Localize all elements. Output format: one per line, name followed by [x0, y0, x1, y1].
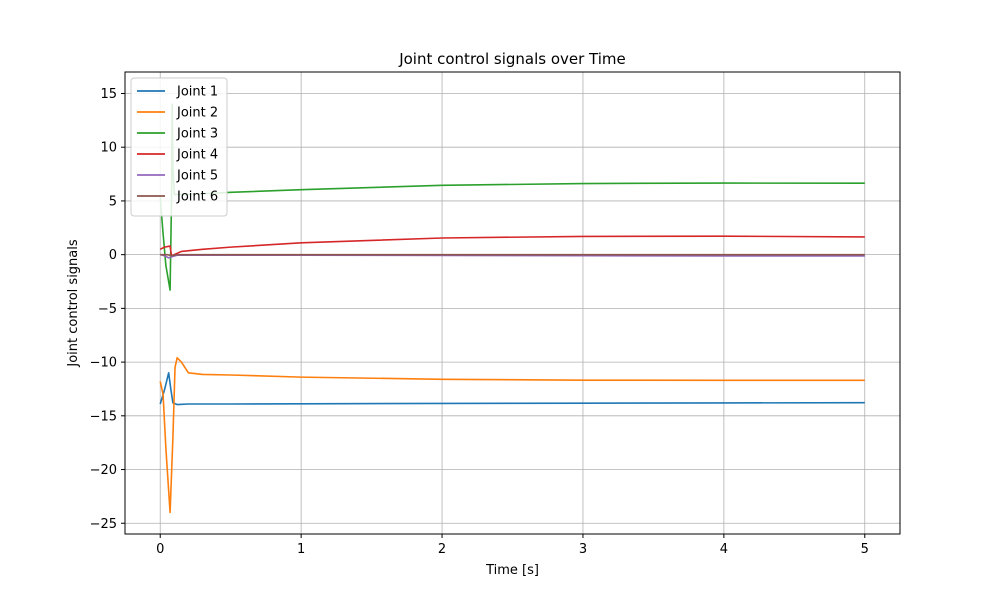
y-axis: −25 −20 −15 −10 −5 0 5 10 15 — [90, 87, 125, 532]
y-tick-label: −5 — [98, 302, 117, 317]
legend-label-joint-2: Joint 2 — [176, 106, 218, 121]
x-tick-label: 1 — [297, 542, 305, 557]
legend-label-joint-6: Joint 6 — [176, 190, 218, 205]
series-line-joint-4 — [159, 235, 865, 257]
grid — [125, 72, 900, 534]
series-line-joint-1 — [159, 372, 865, 406]
y-tick-label: −25 — [90, 517, 117, 532]
x-axis-label: Time [s] — [485, 563, 539, 578]
y-tick-label: 10 — [100, 141, 117, 156]
x-axis: 0 1 2 3 4 5 — [156, 534, 869, 557]
x-tick-label: 4 — [720, 542, 728, 557]
legend: Joint 1 Joint 2 Joint 3 Joint 4 Joint 5 Joint… — [130, 77, 228, 217]
series-line-joint-6 — [160, 253, 865, 257]
series-line-joint-2 — [159, 357, 865, 514]
y-tick-label: 0 — [109, 248, 117, 263]
legend-label-joint-3: Joint 3 — [176, 127, 218, 142]
x-tick-label: 0 — [156, 542, 164, 557]
plot-frame — [124, 71, 901, 535]
legend-label-joint-1: Joint 1 — [176, 85, 218, 100]
y-tick-label: −10 — [90, 356, 117, 371]
x-tick-label: 2 — [438, 542, 446, 557]
x-tick-label: 5 — [861, 542, 869, 557]
y-tick-label: 5 — [109, 194, 117, 209]
y-tick-label: −20 — [90, 463, 117, 478]
chart-title: Joint control signals over Time — [398, 50, 626, 68]
y-tick-label: −15 — [90, 409, 117, 424]
x-tick-label: 3 — [579, 542, 587, 557]
y-axis-label: Joint control signals — [66, 239, 81, 368]
legend-label-joint-4: Joint 4 — [176, 148, 218, 163]
y-tick-label: 15 — [100, 87, 117, 102]
legend-label-joint-5: Joint 5 — [176, 169, 218, 184]
